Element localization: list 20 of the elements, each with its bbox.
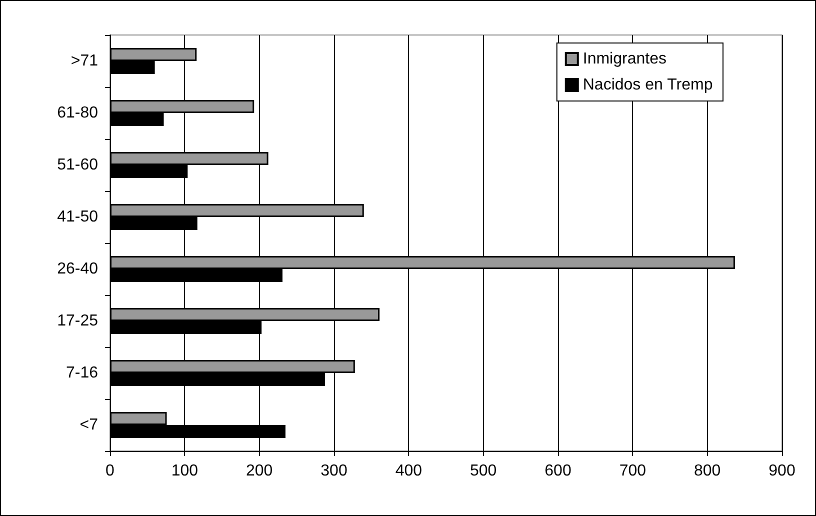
x-tick-label: 700 <box>619 462 646 480</box>
x-tick-label: 800 <box>694 462 721 480</box>
y-tick-label: 17-25 <box>57 312 98 330</box>
y-tick-label: 41-50 <box>57 208 98 226</box>
y-tick-label: 51-60 <box>57 156 98 174</box>
y-tick-label: 61-80 <box>57 104 98 122</box>
x-tick-label: 600 <box>544 462 572 480</box>
y-tick-label: <7 <box>80 416 98 434</box>
y-tick-label: 26-40 <box>57 260 98 278</box>
x-tick-label: 0 <box>106 462 115 480</box>
legend-label: Inmigrantes <box>582 50 666 68</box>
x-tick-label: 900 <box>768 462 796 480</box>
y-tick-label: >71 <box>70 52 98 70</box>
y-tick-label: 7-16 <box>66 364 98 382</box>
x-tick-label: 500 <box>470 462 497 480</box>
x-tick-label: 300 <box>320 462 348 480</box>
x-tick-label: 400 <box>395 462 422 480</box>
legend-label: Nacidos en Tremp <box>582 76 713 94</box>
x-tick-label: 200 <box>246 462 273 480</box>
x-tick-label: 100 <box>171 462 198 480</box>
